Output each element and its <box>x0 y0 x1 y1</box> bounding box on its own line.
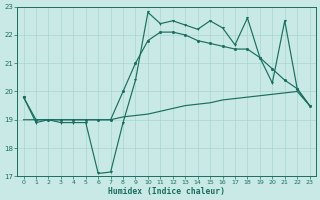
X-axis label: Humidex (Indice chaleur): Humidex (Indice chaleur) <box>108 187 225 196</box>
